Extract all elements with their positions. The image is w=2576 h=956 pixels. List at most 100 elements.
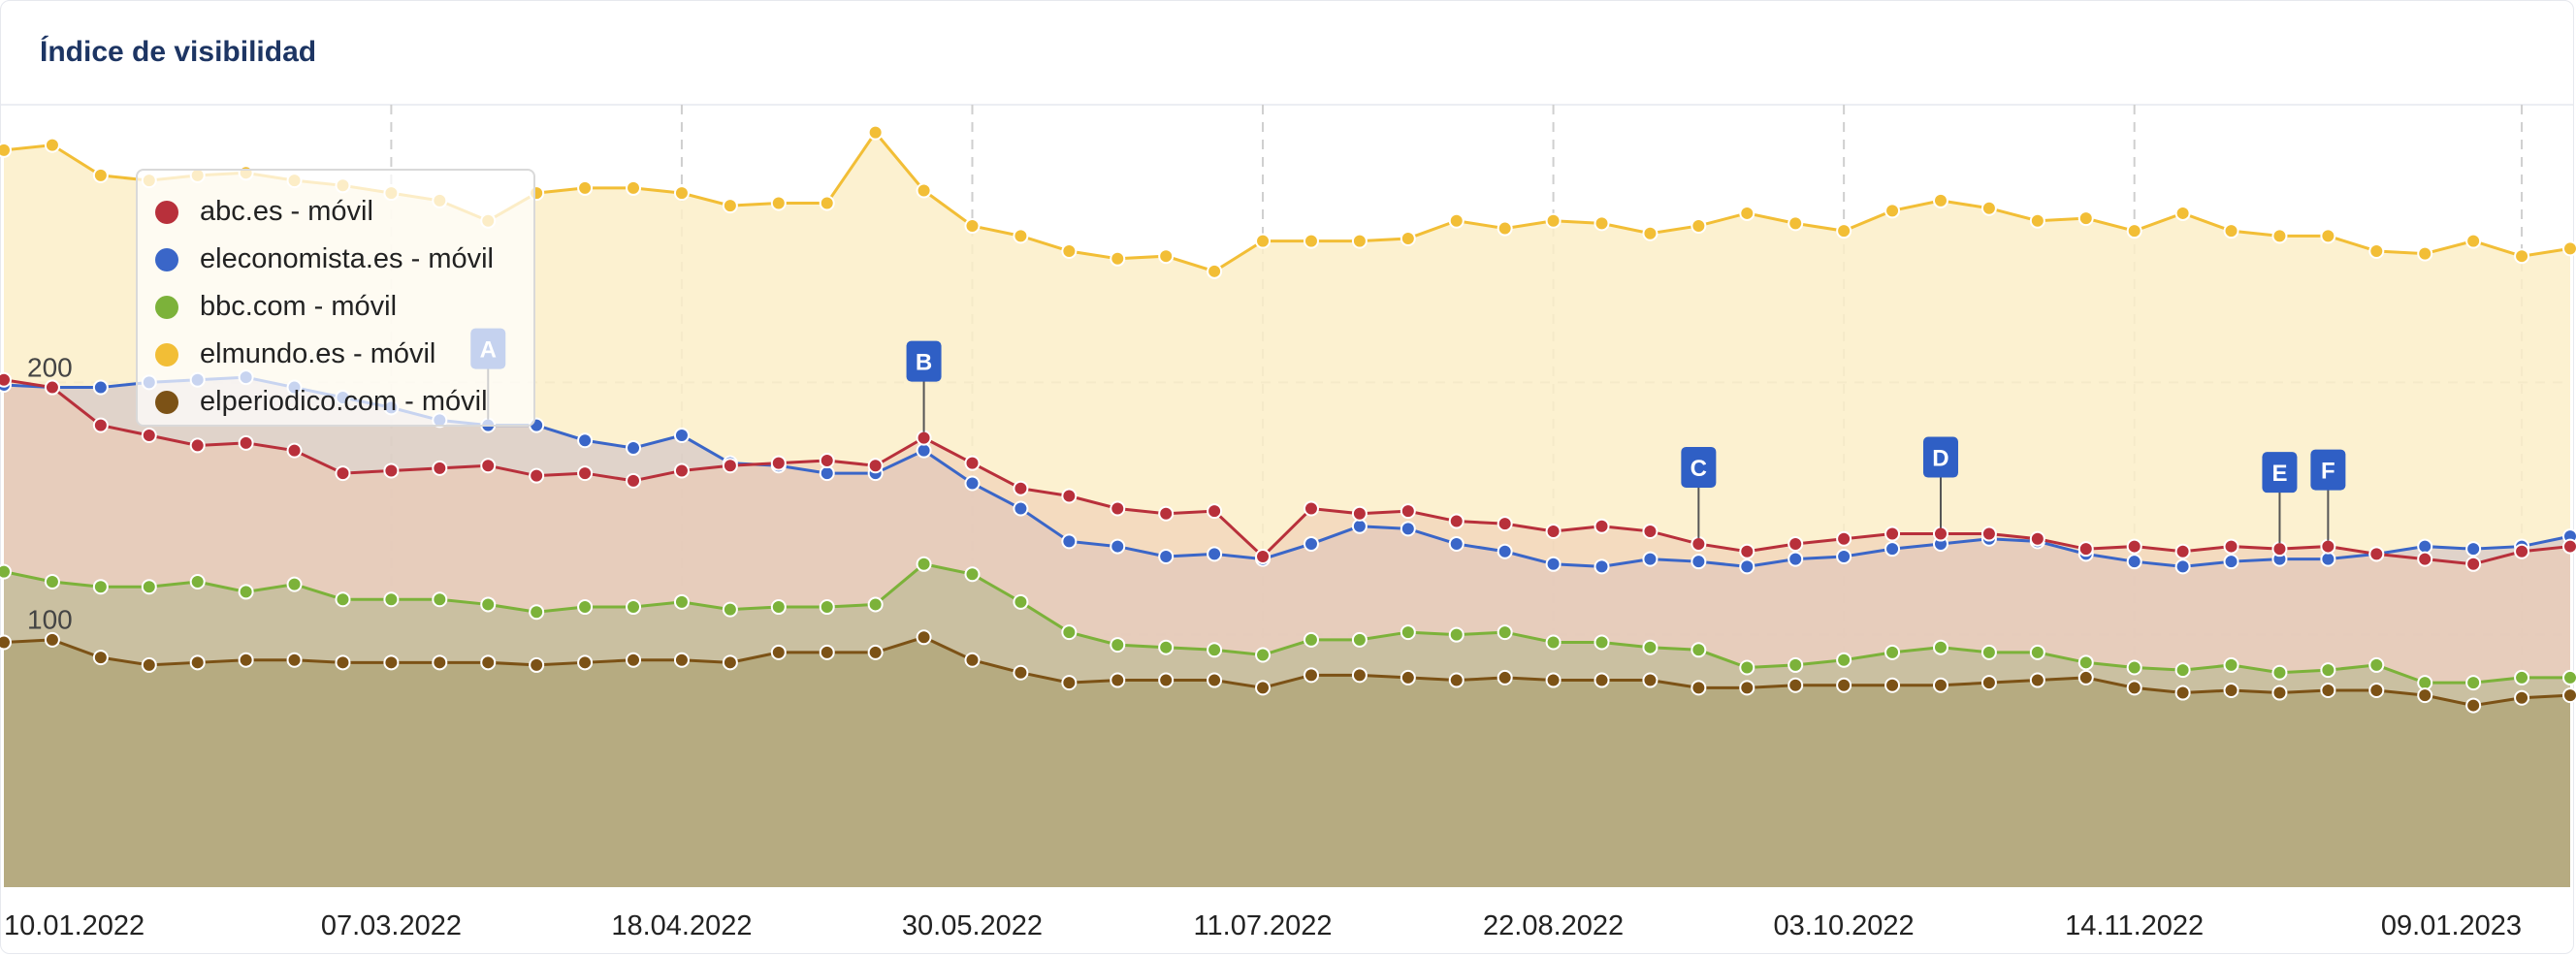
data-point (673, 462, 690, 479)
data-point (432, 654, 448, 671)
data-point (770, 455, 787, 471)
data-point (2077, 654, 2094, 671)
chart-title: Índice de visibilidad (40, 36, 317, 68)
data-point (964, 217, 981, 234)
data-point (1207, 672, 1223, 688)
data-point (2562, 669, 2576, 685)
data-point (383, 654, 400, 671)
data-point (2223, 554, 2239, 570)
annotation-label: B (916, 350, 932, 376)
data-point (1061, 488, 1078, 504)
chart-legend: abc.es - móvil eleconomista.es - móvil bbc… (136, 169, 535, 427)
data-point (1400, 624, 1416, 641)
x-tick-label: 09.01.2023 (2381, 910, 2522, 941)
annotation-marker (2262, 452, 2298, 494)
legend-color-icon (155, 247, 178, 271)
data-point (2417, 675, 2433, 691)
legend-label: elperiodico.com - móvil (200, 386, 488, 417)
data-point (92, 417, 109, 433)
data-point (2514, 543, 2530, 559)
data-point (0, 371, 12, 388)
data-point (1061, 675, 1078, 691)
legend-item[interactable]: elperiodico.com - móvil (155, 378, 533, 426)
data-point (1690, 535, 1707, 552)
data-point (2126, 538, 2142, 555)
data-point (1013, 593, 1029, 610)
data-point (1836, 677, 1852, 693)
data-point (1207, 546, 1223, 562)
data-point (1787, 551, 1804, 567)
data-point (2320, 682, 2336, 698)
data-point (2514, 248, 2530, 265)
data-point (1497, 516, 1513, 532)
data-point (1836, 548, 1852, 564)
data-point (2223, 223, 2239, 239)
data-point (1980, 675, 1997, 691)
annotation-marker (906, 340, 942, 382)
data-point (770, 644, 787, 660)
data-point (1013, 664, 1029, 681)
data-point (2562, 240, 2576, 257)
data-point (2271, 541, 2288, 558)
data-point (1497, 669, 1513, 685)
data-point (2368, 682, 2385, 698)
series-line-2 (3, 562, 2570, 685)
data-point (1207, 263, 1223, 279)
data-point (2320, 228, 2336, 244)
data-point (44, 631, 60, 648)
data-point (2174, 662, 2191, 679)
data-point (1642, 672, 1658, 688)
legend-color-icon (155, 200, 178, 224)
data-point (1690, 680, 1707, 696)
data-point (2029, 644, 2045, 660)
legend-item[interactable]: bbc.com - móvil (155, 283, 533, 331)
data-point (1351, 505, 1368, 522)
data-point (916, 629, 932, 646)
data-point (1594, 634, 1610, 651)
data-point (1594, 215, 1610, 232)
data-point (1932, 639, 1948, 655)
data-point (2271, 685, 2288, 701)
legend-color-icon (155, 295, 178, 319)
data-point (1545, 634, 1562, 651)
data-point (964, 652, 981, 668)
data-point (1884, 677, 1901, 693)
data-point (141, 579, 157, 595)
x-tick-label: 14.11.2022 (2065, 910, 2204, 941)
legend-item[interactable]: abc.es - móvil (155, 188, 533, 236)
data-point (92, 167, 109, 183)
x-tick-label: 18.04.2022 (611, 910, 752, 941)
data-point (1448, 535, 1465, 552)
data-point (1400, 669, 1416, 685)
data-point (238, 434, 254, 451)
series-area-4 (4, 637, 2570, 887)
data-point (2029, 212, 2045, 229)
x-tick-label: 30.05.2022 (902, 910, 1043, 941)
data-point (770, 195, 787, 211)
annotation-label: E (2271, 461, 2287, 487)
data-point (0, 563, 12, 580)
data-point (1303, 233, 1319, 249)
data-point (1207, 503, 1223, 520)
data-point (1787, 656, 1804, 673)
data-point (238, 652, 254, 668)
data-point (1545, 556, 1562, 572)
data-point (722, 601, 738, 618)
data-point (1739, 205, 1755, 221)
legend-item[interactable]: eleconomista.es - móvil (155, 236, 533, 283)
legend-item[interactable]: elmundo.es - móvil (155, 331, 533, 378)
data-point (1787, 677, 1804, 693)
data-point (286, 576, 303, 592)
data-point (819, 195, 835, 211)
data-point (1980, 200, 1997, 216)
data-point (1932, 526, 1948, 542)
data-point (1497, 543, 1513, 559)
data-point (1400, 521, 1416, 537)
data-point (1351, 233, 1368, 249)
data-point (577, 432, 594, 449)
data-point (1400, 503, 1416, 520)
data-point (480, 654, 497, 671)
data-point (1255, 680, 1272, 696)
data-point (2514, 669, 2530, 685)
data-point (2029, 672, 2045, 688)
